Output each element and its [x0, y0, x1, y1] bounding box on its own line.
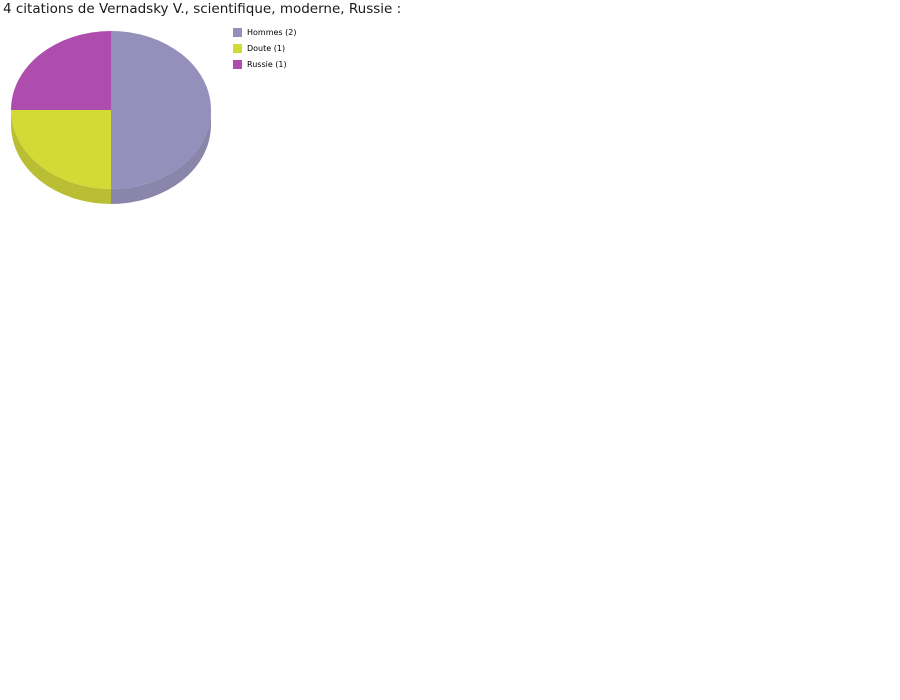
pie-chart	[11, 31, 211, 204]
legend-swatch-russie-icon	[233, 59, 242, 69]
legend: Hommes (2) Doute (1) Russie (1)	[233, 24, 296, 72]
pie-slice-doute	[11, 110, 111, 189]
legend-swatch-doute-icon	[233, 43, 242, 53]
legend-label-russie: Russie (1)	[247, 59, 287, 69]
pie-slice-russie	[11, 31, 111, 110]
legend-item-hommes: Hommes (2)	[233, 24, 296, 40]
legend-swatch-rect	[233, 27, 242, 37]
legend-swatch-rect	[233, 43, 242, 53]
legend-item-russie: Russie (1)	[233, 56, 296, 72]
legend-label-hommes: Hommes (2)	[247, 27, 297, 37]
pie-slice-side-doute	[11, 110, 111, 204]
legend-label-doute: Doute (1)	[247, 43, 286, 53]
legend-swatch-hommes-icon	[233, 27, 242, 37]
pie-slice-side-hommes	[111, 110, 211, 204]
legend-item-doute: Doute (1)	[233, 40, 296, 56]
legend-swatch-rect	[233, 59, 242, 69]
pie-slice-hommes	[111, 31, 211, 189]
chart-title: 4 citations de Vernadsky V., scientifiqu…	[3, 1, 402, 17]
